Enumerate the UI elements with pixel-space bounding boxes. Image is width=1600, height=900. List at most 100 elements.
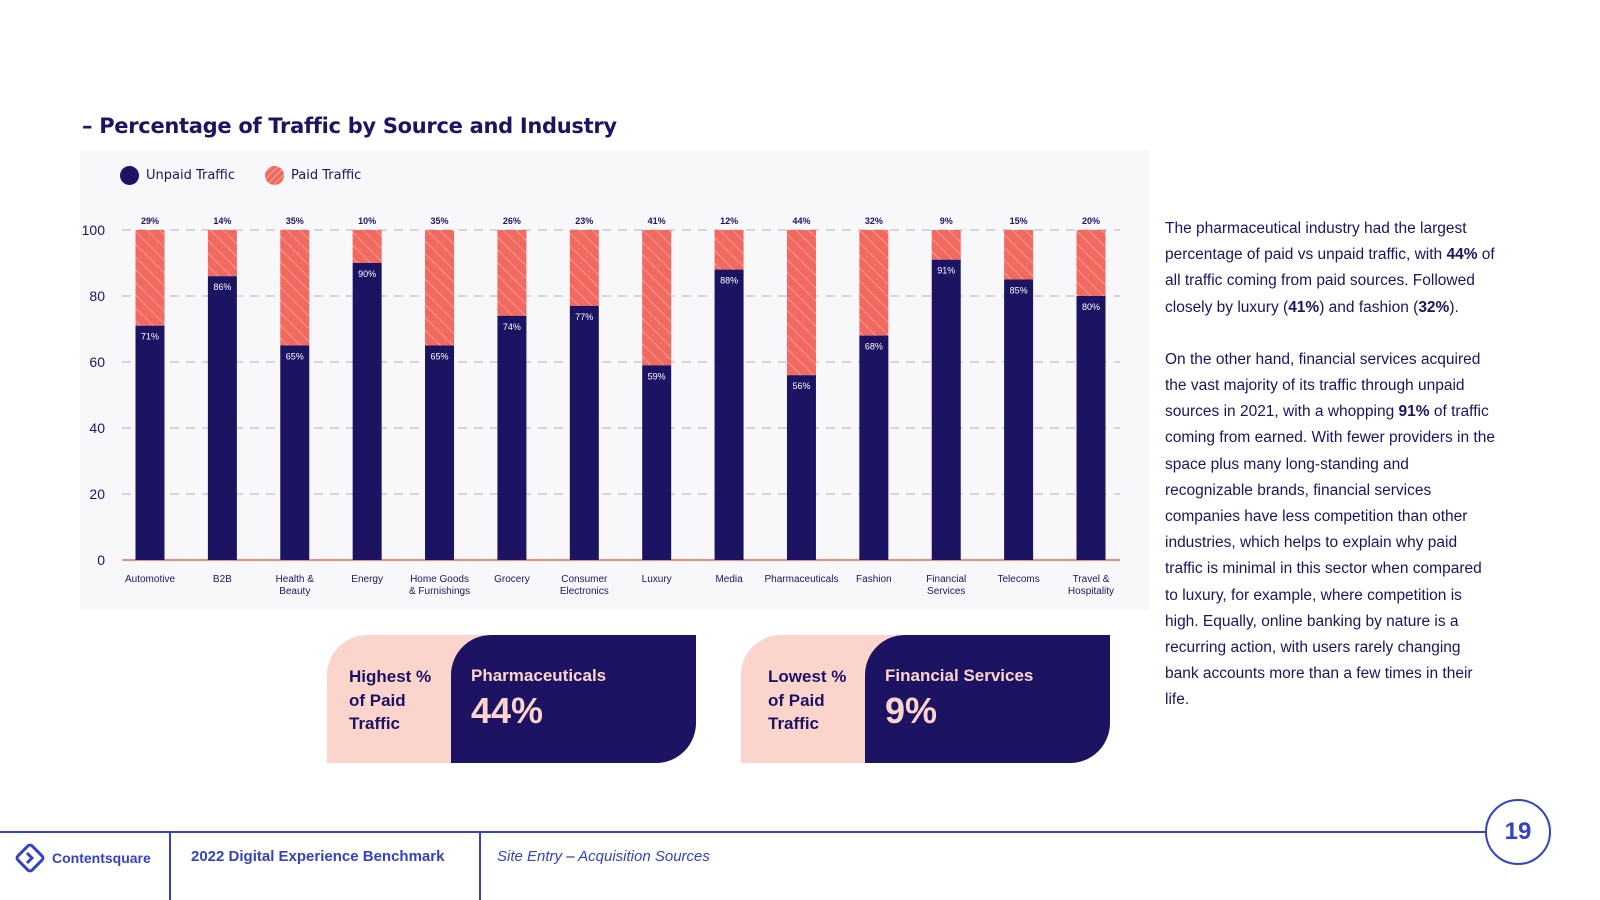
- commentary-text: of traffic coming from earned. With fewe…: [1165, 403, 1495, 709]
- unpaid-value-label: 91%: [937, 266, 955, 276]
- highest-paid-industry: Pharmaceuticals: [471, 666, 607, 685]
- bar-paid-5: [497, 230, 527, 316]
- paid-value-label: 23%: [575, 216, 593, 226]
- commentary-highlight: 44%: [1446, 246, 1478, 264]
- bar-unpaid-5: [497, 315, 527, 560]
- card-label-line: of Paid: [349, 690, 406, 710]
- paid-value-label: 35%: [286, 216, 304, 226]
- x-category-label: Fashion: [856, 574, 892, 585]
- x-category-label: Health &: [276, 574, 315, 585]
- bar-paid-6: [569, 230, 599, 306]
- paid-value-label: 15%: [1010, 216, 1028, 226]
- footer-logo: Contentsquare: [14, 842, 151, 874]
- x-category-label: Grocery: [494, 574, 530, 585]
- x-category-label: Luxury: [642, 574, 672, 585]
- bar-unpaid-3: [352, 263, 382, 560]
- paid-value-label: 9%: [940, 216, 953, 226]
- y-tick-label: 60: [89, 354, 105, 370]
- commentary-highlight: 91%: [1398, 403, 1430, 421]
- legend-label-paid: Paid Traffic: [291, 168, 362, 183]
- logo-wordmark: Contentsquare: [52, 850, 151, 866]
- y-tick-label: 20: [89, 486, 105, 502]
- bar-unpaid-10: [859, 335, 889, 560]
- x-category-label: B2B: [213, 574, 232, 585]
- y-tick-label: 0: [97, 552, 105, 568]
- paid-value-label: 32%: [865, 216, 883, 226]
- x-category-label: Telecoms: [997, 574, 1039, 585]
- y-tick-label: 100: [82, 222, 106, 238]
- x-category-label: Beauty: [279, 586, 310, 597]
- bar-unpaid-1: [207, 276, 237, 560]
- paid-value-label: 26%: [503, 216, 521, 226]
- card-label-line: Traffic: [349, 714, 401, 733]
- lowest-paid-industry: Financial Services: [885, 666, 1034, 685]
- bar-unpaid-7: [642, 365, 672, 560]
- x-category-label: Media: [715, 574, 743, 585]
- x-category-label: Consumer: [561, 574, 608, 585]
- unpaid-value-label: 65%: [286, 352, 304, 362]
- unpaid-value-label: 74%: [503, 322, 521, 332]
- x-category-label: Services: [927, 586, 965, 597]
- unpaid-value-label: 56%: [792, 381, 810, 391]
- legend-item-paid: Paid Traffic: [265, 166, 361, 185]
- breadcrumb-separator: –: [562, 848, 579, 865]
- unpaid-value-label: 86%: [213, 282, 231, 292]
- commentary-text: of all traffic coming from paid sources.…: [1165, 246, 1495, 316]
- card-label-line: of Paid: [768, 690, 825, 710]
- unpaid-value-label: 59%: [648, 371, 666, 381]
- chart-legend: Unpaid Traffic Paid Traffic: [120, 166, 361, 185]
- legend-label-unpaid: Unpaid Traffic: [146, 168, 236, 183]
- breadcrumb-section: Site Entry: [497, 848, 563, 865]
- unpaid-value-label: 68%: [865, 342, 883, 352]
- x-category-label: Home Goods: [410, 574, 469, 585]
- highest-paid-card: Highest % of Paid Traffic Pharmaceutical…: [327, 635, 696, 763]
- x-category-label: Travel &: [1073, 574, 1110, 585]
- commentary-text: On the other hand, financial services ac…: [1165, 350, 1481, 421]
- paid-value-label: 20%: [1082, 216, 1100, 226]
- bar-paid-13: [1076, 230, 1106, 296]
- x-category-label: Automotive: [125, 574, 175, 585]
- x-category-label: Energy: [351, 574, 383, 585]
- bar-unpaid-9: [786, 375, 816, 560]
- bar-unpaid-2: [280, 345, 310, 560]
- bar-paid-3: [352, 230, 382, 263]
- commentary-highlight: 41%: [1288, 298, 1320, 316]
- unpaid-value-label: 80%: [1082, 302, 1100, 312]
- paid-value-label: 14%: [213, 216, 231, 226]
- card-label-line: Lowest %: [768, 667, 847, 686]
- unpaid-value-label: 71%: [141, 332, 159, 342]
- unpaid-value-label: 65%: [431, 352, 449, 362]
- commentary-text: ) and fashion (: [1319, 298, 1419, 316]
- bar-unpaid-11: [931, 259, 961, 560]
- commentary-paragraph-1: The pharmaceutical industry had the larg…: [1165, 216, 1495, 321]
- commentary-paragraph-2: On the other hand, financial services ac…: [1165, 347, 1495, 714]
- paid-value-label: 10%: [358, 216, 376, 226]
- bar-paid-4: [425, 230, 455, 346]
- footer-report-title: 2022 Digital Experience Benchmark: [191, 848, 445, 865]
- footer-section-breadcrumb: Site Entry – Acquisition Sources: [497, 848, 710, 865]
- highest-paid-value: 44%: [471, 690, 544, 731]
- card-label-line: Highest %: [349, 667, 432, 686]
- contentsquare-logo-icon: [15, 843, 45, 873]
- highest-paid-value-box: Pharmaceuticals 44%: [451, 635, 696, 763]
- side-commentary: The pharmaceutical industry had the larg…: [1165, 216, 1495, 714]
- bar-unpaid-4: [425, 345, 455, 560]
- lowest-paid-value: 9%: [885, 690, 938, 731]
- y-tick-label: 40: [89, 420, 105, 436]
- lowest-paid-card: Lowest % of Paid Traffic Financial Servi…: [741, 635, 1110, 763]
- unpaid-value-label: 90%: [358, 269, 376, 279]
- legend-item-unpaid: Unpaid Traffic: [120, 166, 235, 185]
- paid-value-label: 12%: [720, 216, 738, 226]
- page-title: – Percentage of Traffic by Source and In…: [82, 114, 617, 138]
- commentary-text: ).: [1449, 298, 1459, 316]
- bar-unpaid-12: [1004, 279, 1034, 560]
- lowest-paid-value-box: Financial Services 9%: [865, 635, 1110, 763]
- bar-paid-9: [786, 230, 816, 376]
- bar-paid-7: [642, 230, 672, 366]
- chart-svg: 0 20 40 60 80 100 29% 71% Automotive 14% 86% B2B 35%…: [82, 216, 1120, 597]
- commentary-highlight: 32%: [1418, 298, 1450, 316]
- bar-paid-11: [931, 230, 961, 260]
- commentary-text: The pharmaceutical industry had the larg…: [1165, 220, 1467, 264]
- x-category-label: & Furnishings: [409, 586, 470, 597]
- bar-paid-2: [280, 230, 310, 346]
